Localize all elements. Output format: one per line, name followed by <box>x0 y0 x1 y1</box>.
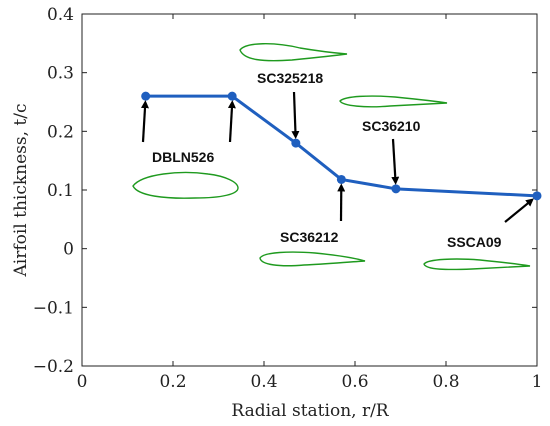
x-tick-label: 0.6 <box>341 372 368 392</box>
airfoil-ssca09-shape <box>423 258 531 271</box>
x-tick-label: 0.4 <box>250 372 277 392</box>
thickness-series-points <box>141 91 542 201</box>
data-point <box>291 138 301 148</box>
label-sc325218: SC325218 <box>257 70 323 86</box>
label-sc36210: SC36210 <box>362 118 421 134</box>
data-point <box>391 184 401 194</box>
y-tick-label: 0.4 <box>47 5 74 25</box>
arrow-dbln526-second <box>227 100 236 143</box>
x-axis-title: Radial station, r/R <box>231 401 389 421</box>
y-tick-label: −0.2 <box>33 357 74 377</box>
airfoil-sc36212-shape <box>259 251 366 267</box>
y-axis-ticks: −0.2 −0.1 0 0.1 0.2 0.3 0.4 <box>33 5 537 377</box>
airfoil-dbln526-shape <box>132 171 239 199</box>
x-axis-ticks: 0 0.2 0.4 0.6 0.8 1 <box>77 14 543 392</box>
arrow-ssca09 <box>504 198 534 223</box>
data-point <box>227 91 237 101</box>
y-tick-label: 0 <box>63 240 74 260</box>
label-sc36212: SC36212 <box>280 229 339 245</box>
plot-frame <box>81 13 538 367</box>
airfoil-sketches <box>132 43 531 271</box>
x-tick-label: 0.2 <box>159 372 186 392</box>
x-tick-label: 1 <box>532 372 543 392</box>
y-tick-label: 0.2 <box>47 122 74 142</box>
data-point <box>141 91 151 101</box>
data-point <box>336 174 346 184</box>
arrow-sc325218 <box>291 91 300 140</box>
x-tick-label: 0.8 <box>432 372 459 392</box>
data-point <box>532 191 542 201</box>
label-dbln526: DBLN526 <box>152 149 214 165</box>
y-tick-label: −0.1 <box>33 298 74 318</box>
y-axis-title: Airfoil thickness, t/c <box>11 103 31 277</box>
arrow-dbln526 <box>141 100 149 143</box>
y-tick-label: 0.3 <box>47 64 74 84</box>
x-tick-label: 0 <box>77 372 88 392</box>
y-tick-label: 0.1 <box>47 181 74 201</box>
airfoil-sc325218-shape <box>239 43 348 62</box>
arrow-sc36210 <box>391 138 400 185</box>
airfoil-annotations: DBLN526 SC325218 SC36212 SC36210 SSCA09 <box>141 70 534 250</box>
airfoil-sc36210-shape <box>339 95 448 108</box>
label-ssca09: SSCA09 <box>447 234 502 250</box>
thickness-series-line <box>145 94 538 198</box>
